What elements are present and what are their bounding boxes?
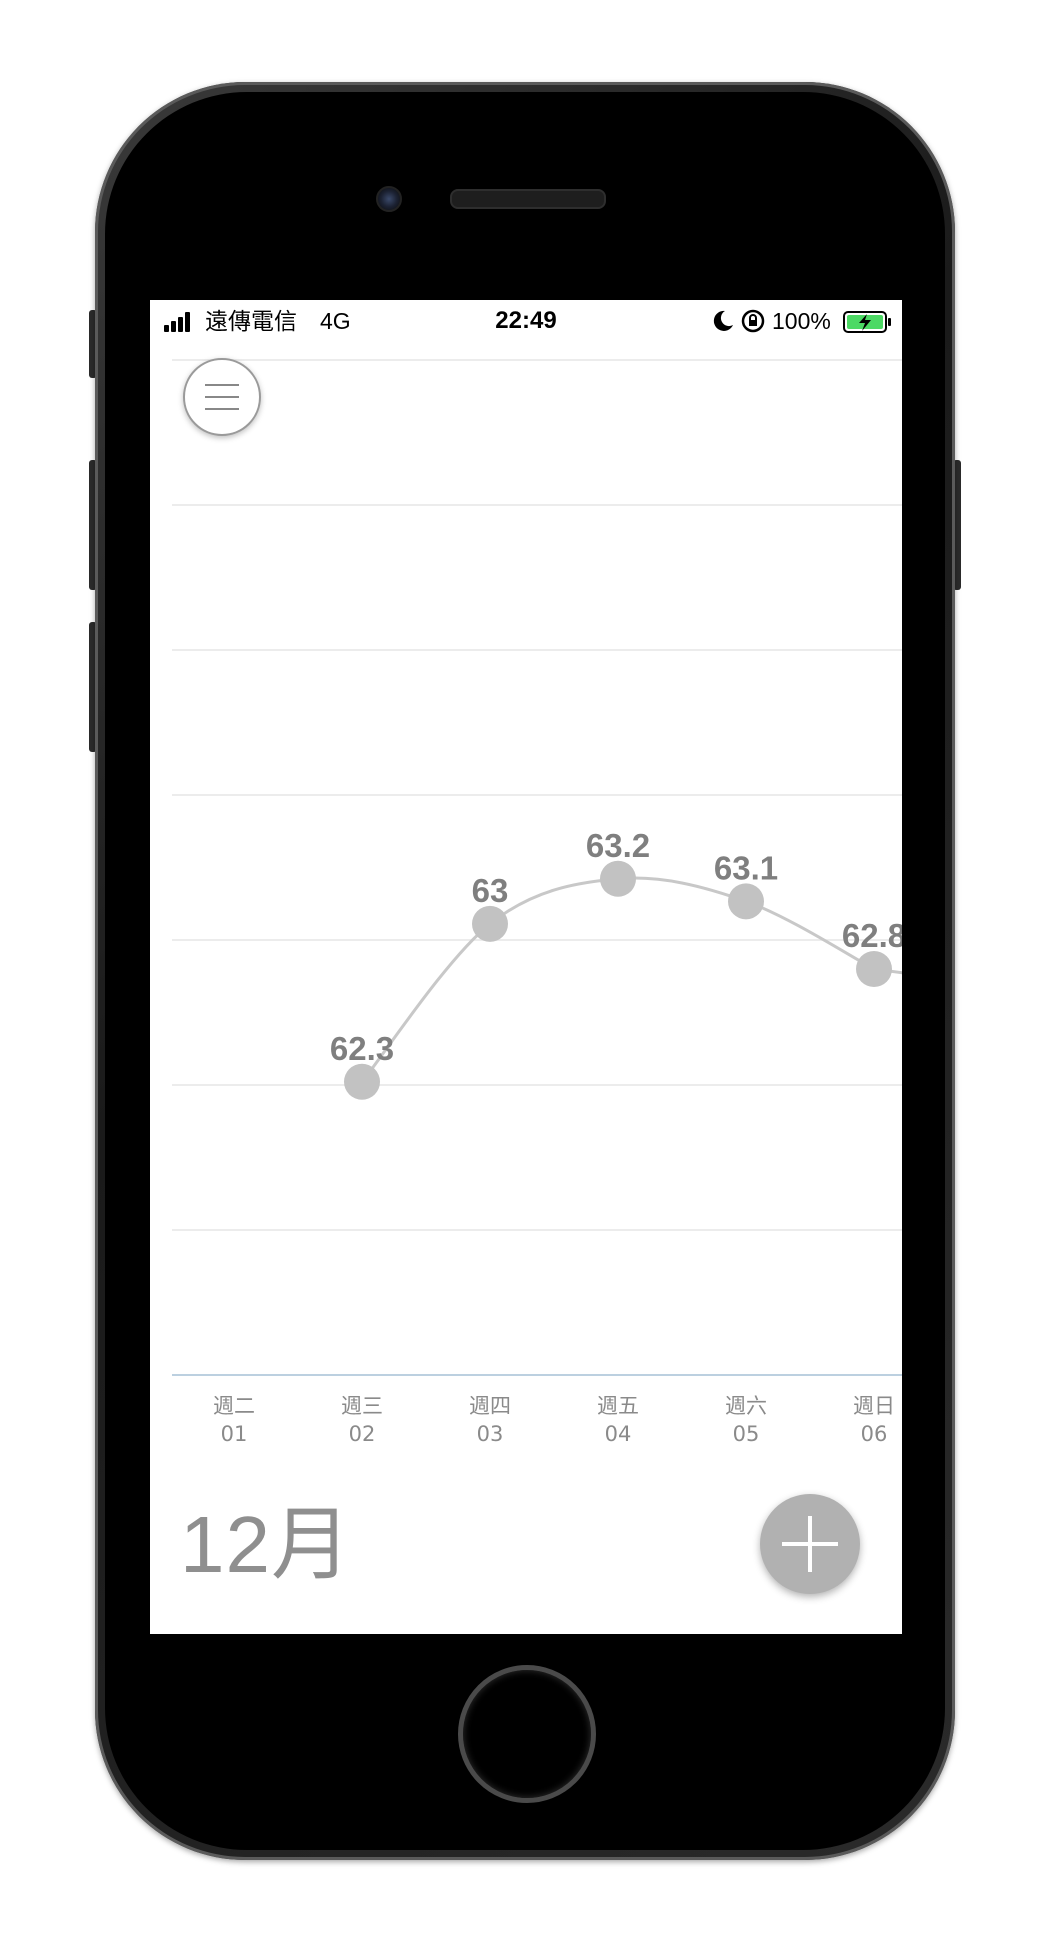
x-tick-day-06: 06: [861, 1422, 888, 1446]
data-point-04: [600, 860, 636, 897]
menu-button[interactable]: [183, 358, 261, 436]
x-tick-weekday-01: 週二: [213, 1394, 255, 1418]
data-point-05: [728, 883, 764, 920]
signal-icon: [164, 312, 194, 332]
home-button[interactable]: [458, 1665, 596, 1803]
carrier-name: 遠傳電信: [205, 308, 297, 334]
data-point-02: [344, 1063, 380, 1100]
x-tick-weekday-03: 週四: [469, 1394, 511, 1418]
x-tick-day-01: 01: [221, 1422, 248, 1446]
volume-down-button: [89, 622, 97, 752]
earpiece-speaker: [450, 189, 606, 209]
x-tick-weekday-04: 週五: [597, 1394, 639, 1418]
x-tick-day-03: 03: [477, 1422, 504, 1446]
power-button: [953, 460, 961, 590]
battery-charging-icon: [843, 311, 891, 333]
weight-line-chart: 週二 01 週三 02 週四 03 週五 04 週六 05 週日 06 62.3 63 63.2 63.1 62…: [172, 359, 902, 1446]
data-point-03: [472, 905, 508, 942]
series-line: [360, 876, 902, 1083]
volume-up-button: [89, 460, 97, 590]
status-time: 22:49: [495, 307, 557, 334]
data-label-02: 62.3: [330, 1030, 394, 1067]
data-label-06: 62.8: [842, 917, 902, 954]
x-tick-weekday-05: 週六: [725, 1394, 767, 1418]
x-tick-weekday-06: 週日: [853, 1394, 895, 1418]
x-tick-day-02: 02: [349, 1422, 376, 1446]
silent-switch: [89, 310, 97, 378]
data-label-05: 63.1: [714, 849, 778, 886]
battery-percent: 100%: [772, 308, 831, 334]
rotation-lock-icon: [741, 309, 765, 333]
hamburger-icon-line: [205, 396, 239, 398]
month-label: 12月: [180, 1500, 352, 1589]
hamburger-icon-line: [205, 408, 239, 410]
x-tick-day-05: 05: [733, 1422, 760, 1446]
x-tick-weekday-02: 週三: [341, 1394, 383, 1418]
data-label-03: 63: [472, 872, 509, 909]
hamburger-icon: [205, 384, 239, 386]
plus-icon-stroke: [808, 1516, 812, 1572]
front-camera-icon: [376, 186, 402, 212]
app-screen: 週二 01 週三 02 週四 03 週五 04 週六 05 週日 06 62.3 63 63.2 63.1 62…: [150, 300, 902, 1634]
moon-icon: [713, 310, 733, 331]
add-record-button[interactable]: [760, 1494, 860, 1594]
data-label-04: 63.2: [586, 827, 650, 864]
status-bar: 遠傳電信 4G 22:49 100%: [150, 300, 902, 342]
data-point-06: [856, 951, 892, 987]
x-tick-day-04: 04: [605, 1422, 632, 1446]
network-type: 4G: [320, 308, 351, 334]
